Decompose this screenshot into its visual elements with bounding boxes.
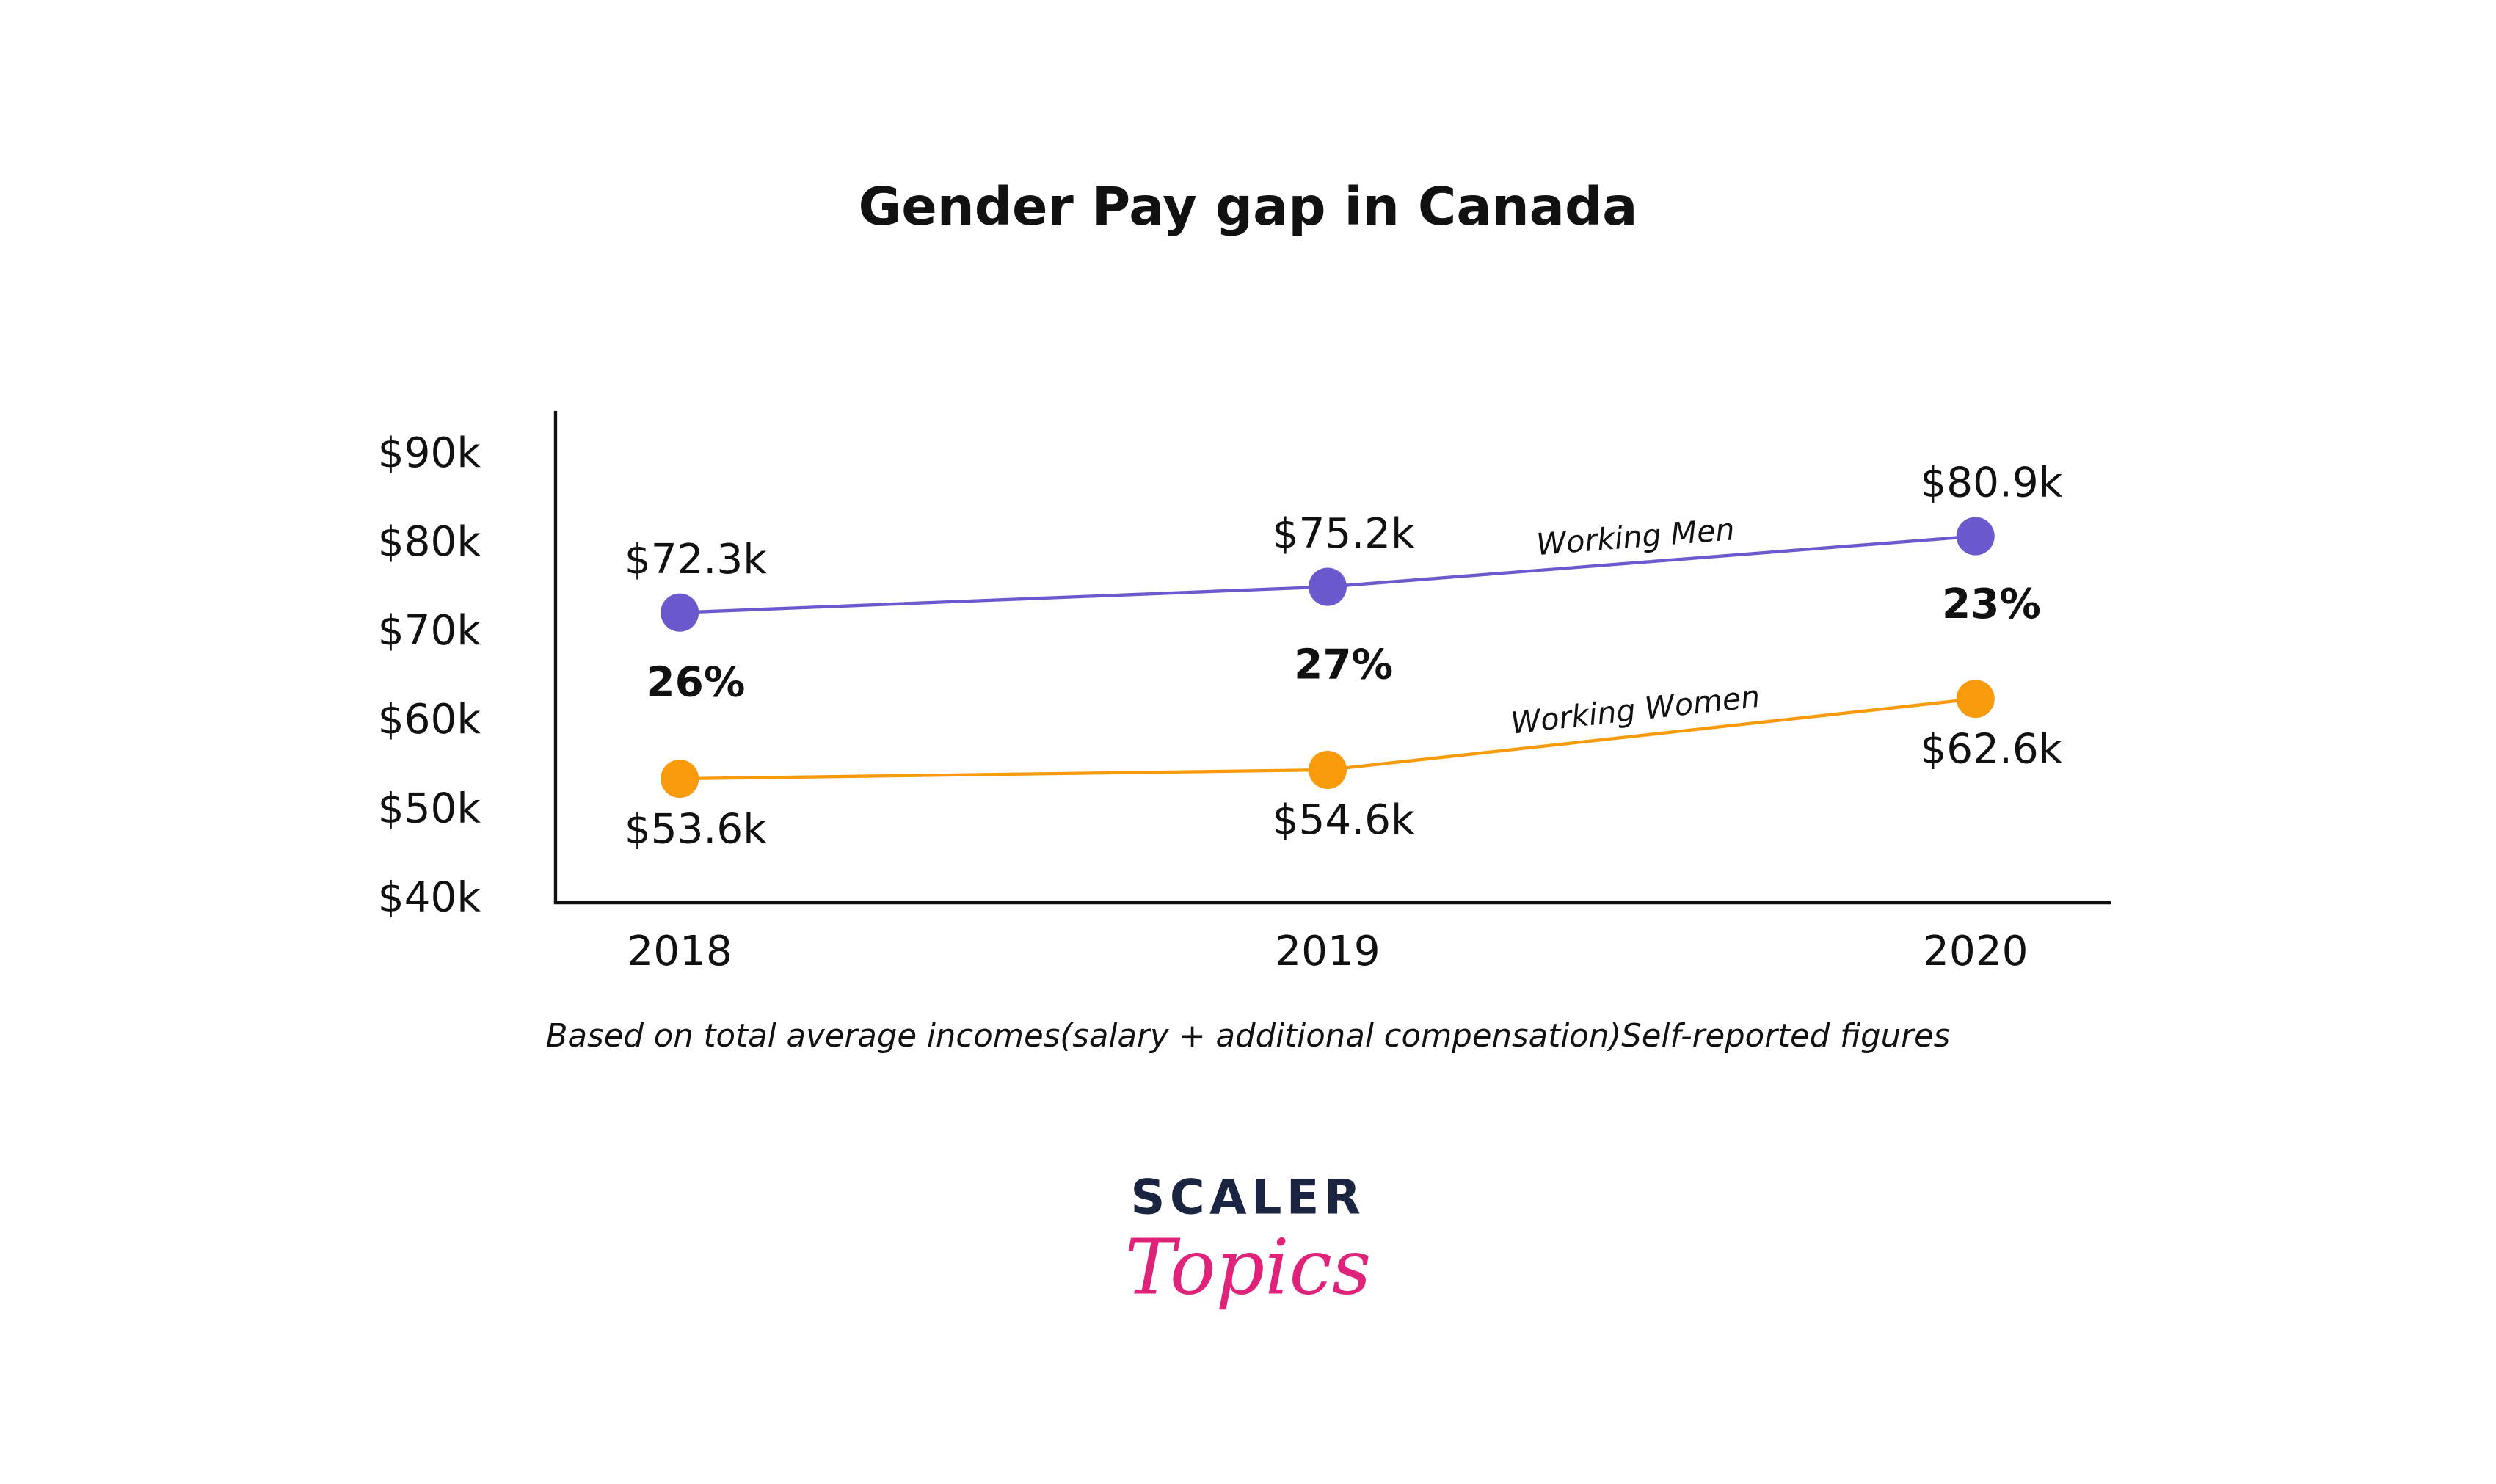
point [661,760,699,799]
point [661,593,699,632]
point [1956,680,1995,719]
value-label: $80.9k [1920,459,2062,507]
y-tick-label: $50k [378,785,481,832]
gap-label: 27% [1294,641,1393,689]
x-tick-label: 2018 [627,928,732,975]
value-label: $75.2k [1273,510,1415,558]
value-label: $54.6k [1273,796,1415,844]
point [1956,517,1995,556]
y-tick-label: $40k [378,873,481,921]
legend-label: Working Men [1535,512,1736,562]
footnote: Based on total average incomes(salary + … [546,1018,1950,1055]
value-label: $53.6k [625,805,767,853]
x-tick-label: 2019 [1275,928,1380,975]
logo-bottom: Topics [1125,1223,1372,1312]
gap-label: 26% [646,658,745,706]
y-tick-label: $70k [378,607,481,655]
value-label: $62.6k [1920,725,2062,773]
logo-top: SCALER [1130,1171,1365,1226]
legend-label: Working Women [1509,679,1761,741]
y-tick-label: $60k [378,696,481,743]
point [1308,750,1347,789]
chart-title: Gender Pay gap in Canada [859,176,1638,237]
x-tick-label: 2020 [1923,928,2028,975]
value-label: $72.3k [625,536,767,583]
gap-label: 23% [1942,581,2041,628]
y-tick-label: $90k [378,429,481,477]
point [1308,567,1347,606]
y-tick-label: $80k [378,518,481,566]
